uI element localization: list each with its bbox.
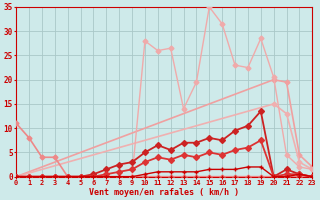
X-axis label: Vent moyen/en rafales ( km/h ): Vent moyen/en rafales ( km/h ) (89, 188, 239, 197)
